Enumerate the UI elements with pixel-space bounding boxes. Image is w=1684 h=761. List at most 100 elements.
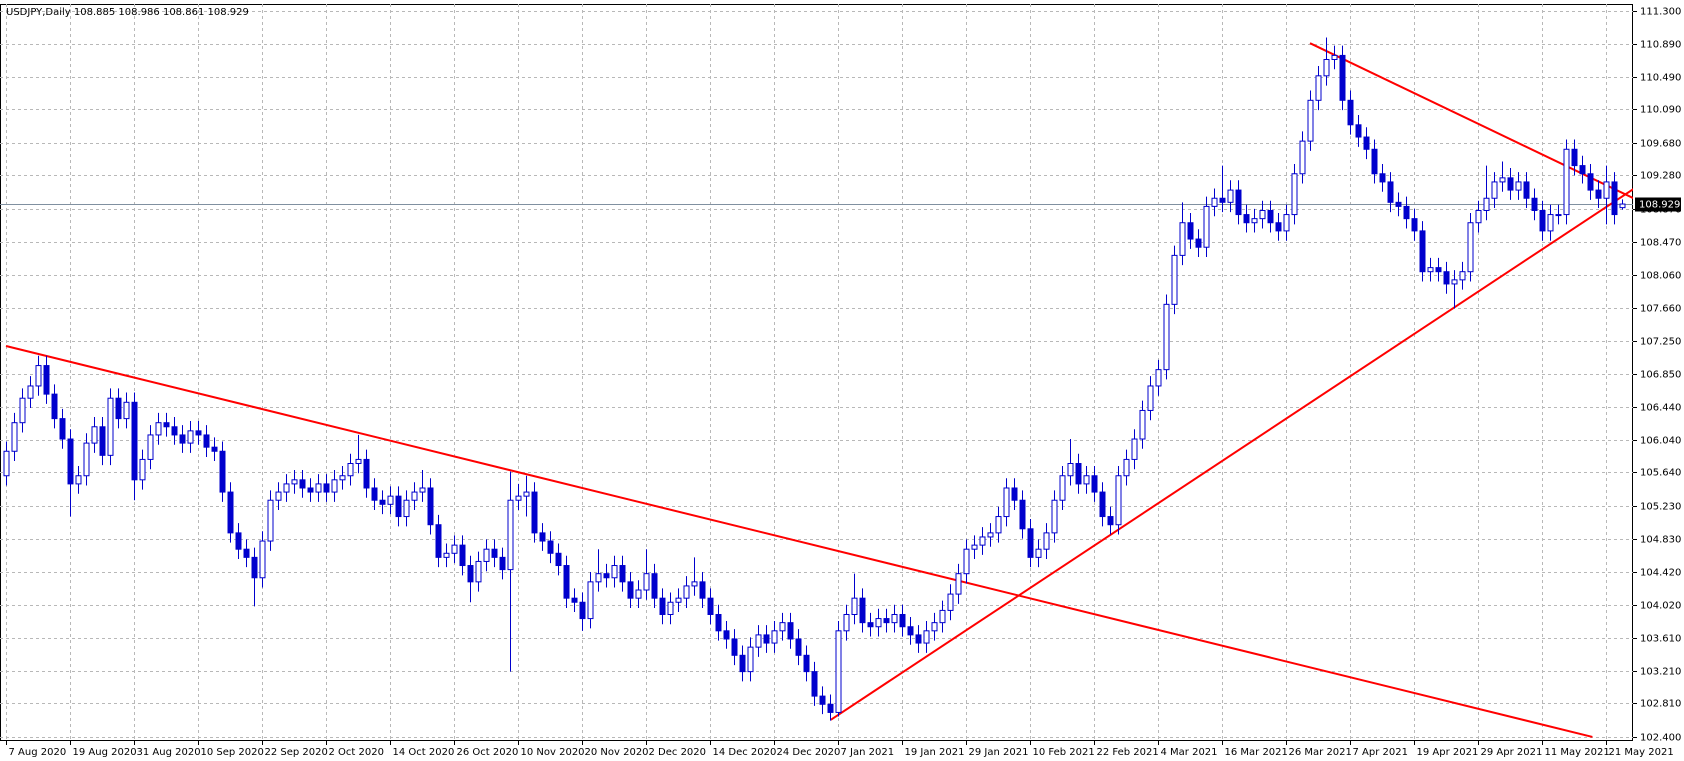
candle-body: [867, 622, 874, 628]
candle-body: [1331, 54, 1338, 60]
candle-body: [187, 430, 194, 444]
y-tick-label: 104.420: [1640, 568, 1681, 579]
candle-body: [355, 458, 362, 465]
candle-body: [1603, 181, 1610, 199]
candle-body: [907, 626, 914, 636]
candle-body: [1531, 197, 1538, 211]
candle-body: [1179, 222, 1186, 256]
candle-body: [371, 487, 378, 501]
candle-body: [619, 565, 626, 583]
candle-body: [1131, 438, 1138, 460]
candle-body: [451, 544, 458, 554]
last-price-label: 108.929: [1639, 200, 1680, 211]
candle-body: [547, 540, 554, 554]
x-tick-label: 24 Dec 2020: [777, 747, 841, 758]
x-tick-label: 14 Dec 2020: [713, 747, 777, 758]
candle-body: [107, 397, 114, 456]
candle-body: [987, 532, 994, 538]
candle-body: [579, 601, 586, 620]
candle-body: [1507, 177, 1514, 191]
y-tick-label: 107.250: [1640, 337, 1681, 348]
candle-body: [259, 540, 266, 579]
x-tick-label: 2 Dec 2020: [649, 747, 707, 758]
candle-body: [1083, 475, 1090, 485]
candle-body: [1539, 209, 1546, 232]
y-tick-label: 109.680: [1640, 139, 1681, 150]
x-tick-label: 10 Nov 2020: [521, 747, 585, 758]
candle-body: [667, 601, 674, 615]
y-tick-label: 106.440: [1640, 403, 1681, 414]
x-tick-label: 21 May 2021: [1609, 747, 1674, 758]
x-tick-label: 10 Sep 2020: [201, 747, 264, 758]
x-tick-label: 7 Apr 2021: [1353, 747, 1408, 758]
candle-body: [971, 544, 978, 550]
candle-body: [699, 581, 706, 599]
candle-body: [747, 646, 754, 673]
candle-body: [651, 573, 658, 599]
candle-body: [195, 430, 202, 436]
candle-body: [427, 487, 434, 526]
x-tick-label: 22 Feb 2021: [1097, 747, 1159, 758]
candle-body: [339, 475, 346, 481]
candle-body: [779, 622, 786, 632]
x-tick-label: 14 Oct 2020: [393, 747, 455, 758]
x-tick-label: 4 Mar 2021: [1161, 747, 1218, 758]
candle-body: [491, 548, 498, 558]
candle-body: [1099, 491, 1106, 518]
candle-body: [1139, 409, 1146, 440]
x-tick-label: 11 May 2021: [1545, 747, 1610, 758]
candle-body: [707, 597, 714, 615]
candle-body: [475, 560, 482, 583]
candle-body: [11, 422, 18, 452]
candle-body: [1459, 271, 1466, 281]
candle-body: [179, 434, 186, 444]
candle-body: [395, 495, 402, 518]
candle-body: [1363, 136, 1370, 150]
candle-body: [243, 548, 250, 558]
candle-body: [627, 581, 634, 599]
candle-body: [1475, 209, 1482, 224]
candle-body: [963, 548, 970, 575]
candle-body: [611, 565, 618, 579]
candle-body: [1443, 271, 1450, 285]
y-tick-label: 108.470: [1640, 238, 1681, 249]
grid: [0, 4, 1633, 741]
candle-body: [1595, 189, 1602, 199]
candle-body: [1419, 230, 1426, 273]
candle-body: [139, 458, 146, 481]
candle-body: [19, 397, 26, 424]
candle-body: [1339, 54, 1346, 101]
candle-body: [555, 552, 562, 567]
y-tick-label: 104.830: [1640, 535, 1681, 546]
x-tick-label: 29 Apr 2021: [1481, 747, 1543, 758]
y-tick-label: 109.280: [1640, 171, 1681, 182]
candle-body: [683, 585, 690, 599]
candle-body: [691, 581, 698, 587]
candle-body: [587, 581, 594, 620]
candle-body: [1571, 148, 1578, 167]
y-tick-label: 103.610: [1640, 634, 1681, 645]
candle-body: [827, 703, 834, 713]
x-tick-label: 22 Sep 2020: [265, 747, 328, 758]
candle-body: [347, 463, 354, 477]
candle-body: [283, 483, 290, 493]
candle-body: [1451, 279, 1458, 285]
candle-body: [931, 622, 938, 632]
candle-body: [67, 438, 74, 485]
candle-body: [1611, 181, 1618, 216]
candle-body: [731, 638, 738, 656]
candle-body: [1019, 499, 1026, 530]
candle-body: [1259, 209, 1266, 220]
candle-body: [1227, 189, 1234, 203]
candle-body: [659, 597, 666, 615]
candle-body: [803, 654, 810, 673]
candle-body: [891, 613, 898, 624]
candle-body: [1587, 173, 1594, 191]
axes: 102.400 102.810 103.210 103.610 104.020 104.4…: [6, 7, 1681, 758]
candle-body: [219, 450, 226, 493]
candle-body: [1299, 140, 1306, 175]
candle-body: [1347, 99, 1354, 126]
candle-body: [795, 638, 802, 656]
candle-body: [715, 613, 722, 632]
